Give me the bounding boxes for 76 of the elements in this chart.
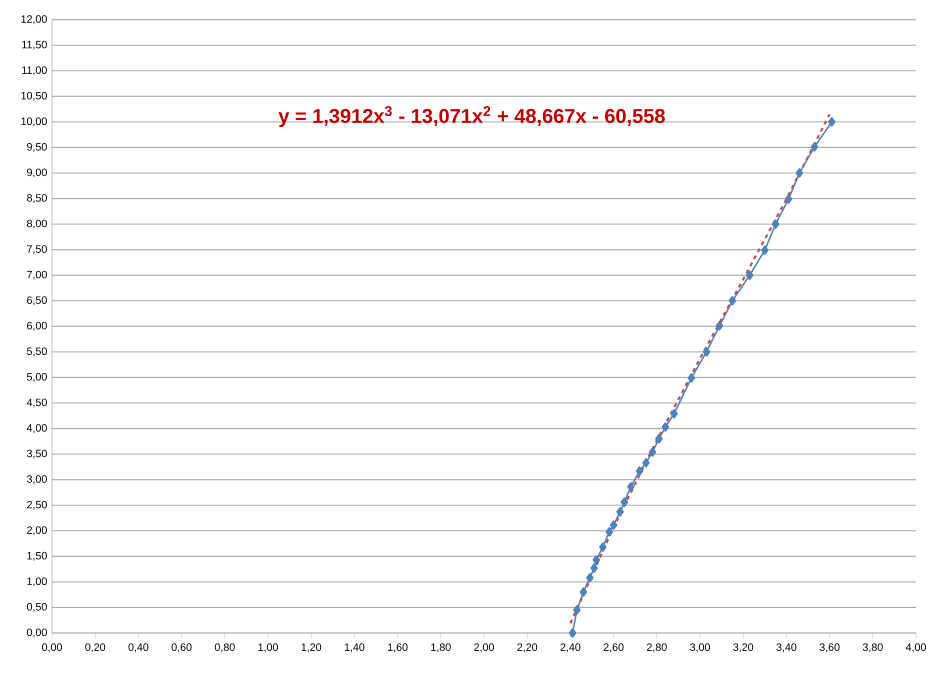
point [655, 434, 663, 444]
y-tick-label: 11,00 [22, 66, 47, 76]
point [662, 422, 670, 432]
point [761, 245, 769, 255]
y-tick-label: 12,00 [21, 15, 47, 24]
y-tick-label: 7,50 [27, 245, 47, 254]
y-tick-label: 2,00 [27, 526, 47, 536]
y-tick-label: 8,00 [26, 220, 47, 229]
x-tick-label: 2,40 [560, 643, 580, 652]
x-tick-label: 0,40 [128, 643, 148, 652]
y-tick-label: 7,00 [27, 270, 47, 280]
point [642, 458, 650, 468]
x-tick-label: 1,60 [388, 643, 408, 652]
point [599, 542, 607, 552]
point [728, 296, 736, 306]
x-tick-label: 3,00 [690, 643, 710, 652]
y-tick-label: 10,00 [21, 117, 47, 126]
x-tick-label: 3,20 [733, 643, 754, 652]
point [772, 219, 780, 229]
x-tick-label: 3,40 [776, 643, 796, 652]
y-tick-label: 6,50 [27, 296, 47, 306]
point [648, 447, 656, 457]
point [828, 117, 836, 127]
point [620, 497, 628, 507]
y-tick-label: 8,50 [26, 194, 47, 203]
x-tick-label: 0,00 [42, 643, 62, 652]
point [568, 628, 576, 638]
x-tick-label: 1,20 [302, 643, 322, 652]
y-tick-label: 4,00 [26, 424, 47, 433]
y-tick-label: 3,50 [26, 450, 47, 459]
x-tick-label: 0,60 [172, 643, 192, 652]
point [616, 507, 624, 517]
x-tick-label: 0,80 [214, 643, 235, 652]
x-tick-label: 1,40 [344, 643, 364, 652]
point [796, 168, 804, 178]
x-tick-label: 3,60 [820, 643, 840, 652]
y-tick-label: 9,00 [27, 168, 47, 178]
point [605, 526, 614, 537]
y-tick-label: 11,50 [22, 40, 47, 50]
y-tick-label: 5,00 [26, 373, 47, 382]
point [580, 587, 588, 597]
point [573, 605, 581, 615]
y-tick-label: 4,50 [26, 398, 47, 408]
y-tick-label: 10,50 [21, 92, 47, 101]
point [702, 347, 710, 357]
point [810, 142, 818, 152]
x-tick-label: 2,20 [517, 643, 538, 652]
x-tick-label: 1,80 [431, 643, 451, 652]
y-tick-label: 5,50 [26, 347, 47, 356]
point [592, 555, 600, 565]
y-tick-label: 0,00 [26, 628, 47, 638]
point [688, 373, 696, 383]
x-tick-label: 3,80 [862, 643, 883, 652]
x-tick-label: 0,20 [85, 643, 106, 652]
y-tick-label: 1,50 [27, 552, 47, 561]
point [716, 321, 724, 331]
point [610, 520, 618, 530]
x-tick-label: 2,60 [604, 643, 624, 652]
x-tick-label: 2,00 [474, 643, 494, 652]
annotation: y = 1,3912x$^{3}$ - 13,071x$^{2}$ + 48,667x - 60,558 [278, 106, 665, 128]
point [636, 466, 644, 476]
x-tick-label: 1,00 [258, 643, 278, 652]
point [627, 482, 635, 492]
y-tick-label: 6,00 [27, 322, 47, 331]
point [586, 573, 594, 583]
x-tick-label: 2,80 [646, 643, 667, 652]
y-tick-label: 2,50 [27, 500, 47, 510]
point [590, 563, 598, 573]
x-tick-label: 4,00 [906, 643, 926, 652]
point [746, 270, 754, 280]
y-tick-label: 1,00 [27, 577, 47, 586]
point [670, 408, 678, 419]
y-tick-label: 3,00 [26, 475, 47, 484]
point [784, 194, 792, 204]
y-tick-label: 9,50 [27, 143, 47, 152]
y-tick-label: 0,50 [26, 603, 47, 612]
